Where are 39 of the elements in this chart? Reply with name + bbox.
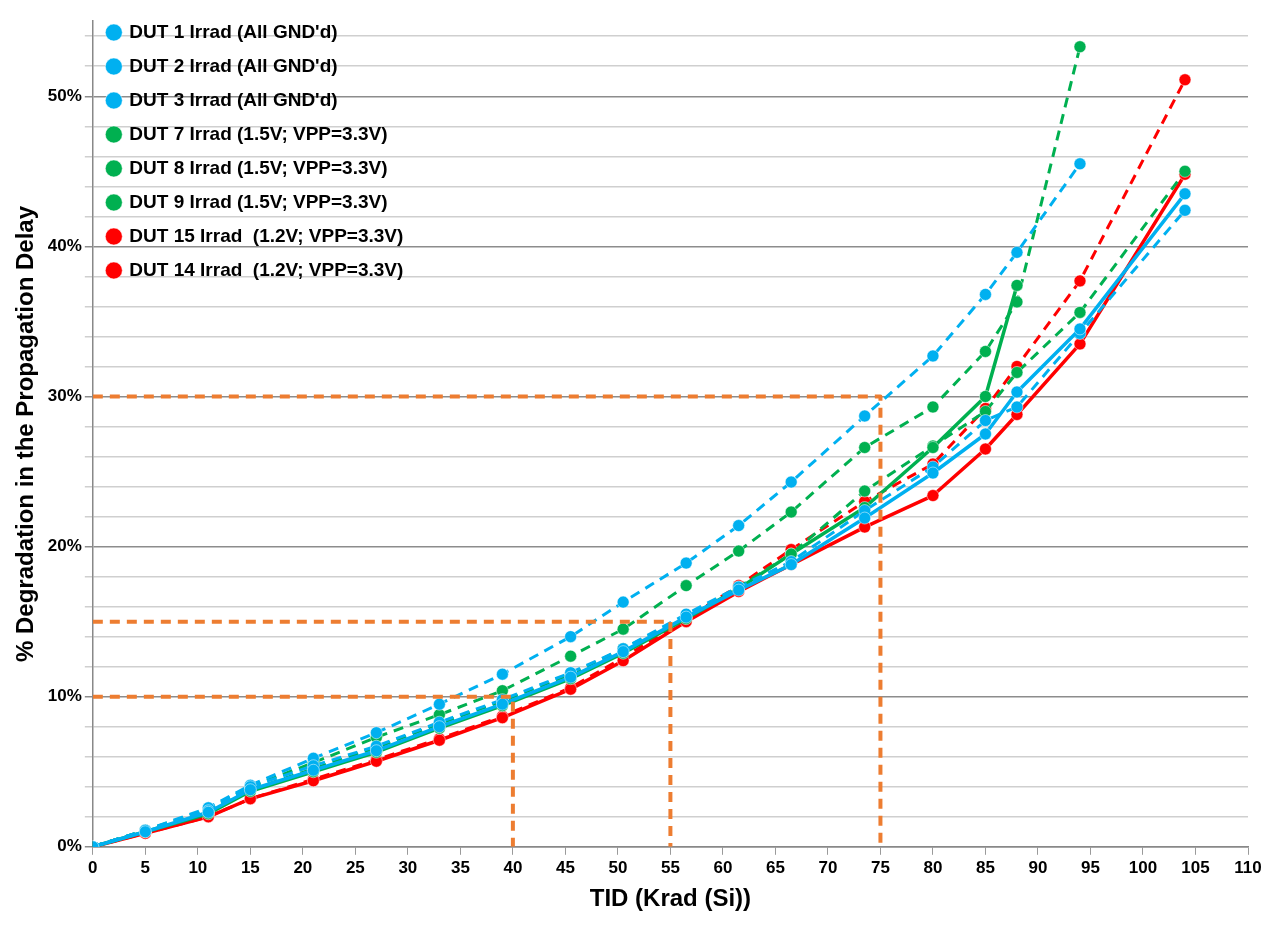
y-tick-label: 30% (47, 386, 82, 406)
x-tick-label: 95 (1081, 857, 1100, 877)
x-tick-label: 10 (188, 857, 208, 877)
x-tick-label: 60 (713, 857, 733, 877)
x-tick-label: 5 (140, 857, 151, 877)
x-tick-label: 100 (1128, 857, 1158, 877)
x-tick-label: 55 (660, 857, 680, 877)
legend-label: DUT 7 Irrad (1.5V; VPP=3.3V) (129, 122, 388, 144)
x-tick-label: 0 (88, 857, 98, 877)
y-axis-title: % Degradation in the Propagation Delay (11, 205, 39, 663)
legend-label: DUT 14 Irrad (1.2V; VPP=3.3V) (129, 258, 404, 280)
y-tick-label: 20% (47, 536, 82, 556)
legend-label: DUT 15 Irrad (1.2V; VPP=3.3V) (129, 224, 404, 246)
legend-label: DUT 3 Irrad (All GND'd) (129, 88, 338, 110)
x-tick-label: 75 (870, 857, 890, 877)
x-tick-label: 65 (765, 857, 785, 877)
x-tick-label: 85 (976, 857, 995, 877)
x-tick-label: 15 (240, 857, 260, 877)
x-tick-label: 20 (293, 857, 313, 877)
x-tick-label: 25 (345, 857, 365, 877)
x-tick-label: 35 (450, 857, 470, 877)
legend-label: DUT 2 Irrad (All GND'd) (129, 54, 338, 76)
legend-label: DUT 9 Irrad (1.5V; VPP=3.3V) (129, 190, 388, 212)
x-tick-label: 105 (1181, 857, 1210, 877)
x-tick-label: 50 (608, 857, 628, 877)
legend-label: DUT 8 Irrad (1.5V; VPP=3.3V) (129, 156, 388, 178)
legend-label: DUT 1 Irrad (All GND'd) (129, 20, 338, 42)
x-tick-label: 45 (555, 857, 575, 877)
x-tick-label: 110 (1234, 857, 1262, 877)
y-tick-label: 0% (57, 836, 82, 856)
x-tick-label: 70 (818, 857, 838, 877)
x-tick-label: 80 (923, 857, 943, 877)
x-tick-label: 40 (503, 857, 523, 877)
x-axis-title: TID (Krad (Si)) (589, 884, 752, 912)
x-tick-label: 30 (398, 857, 418, 877)
y-tick-label: 10% (47, 686, 82, 706)
y-tick-label: 40% (47, 236, 82, 256)
x-tick-label: 90 (1028, 857, 1048, 877)
y-tick-label: 50% (47, 85, 82, 105)
